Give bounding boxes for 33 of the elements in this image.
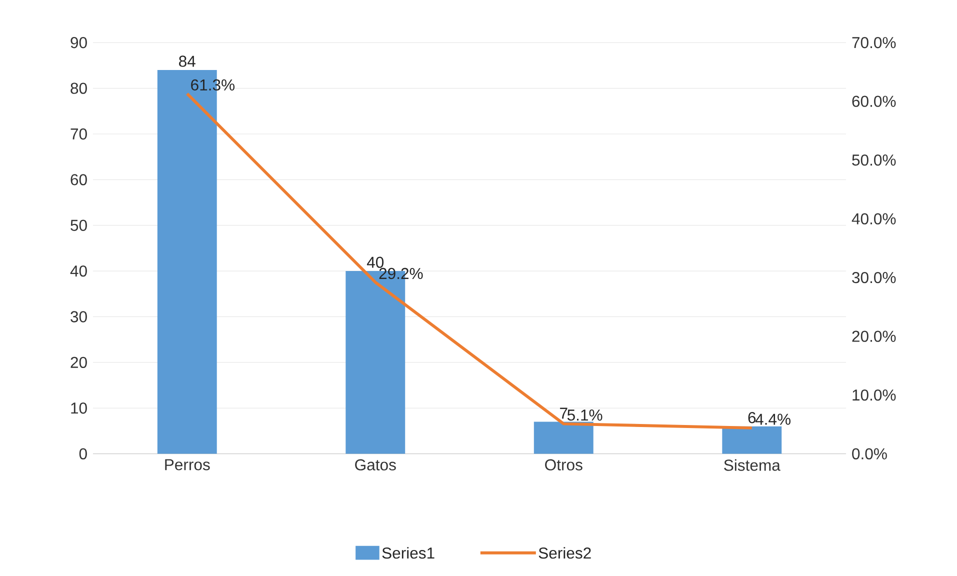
data-label: 5.1% <box>567 410 602 421</box>
legend-label: Series1 <box>382 547 434 559</box>
y2-tick-label: 50.0% <box>852 154 896 166</box>
y-tick-label: 90 <box>70 37 87 48</box>
data-label: 7 <box>560 408 568 419</box>
y-tick-label: 10 <box>71 402 87 414</box>
y2-tick-label: 10.0% <box>852 390 896 401</box>
x-tick-label: Sistema <box>724 459 780 472</box>
data-label: 84 <box>179 56 196 68</box>
data-label: 40 <box>366 256 384 268</box>
legend-label: Series2 <box>538 547 591 559</box>
data-label: 6 <box>748 412 756 424</box>
y-tick-label: 80 <box>70 82 87 94</box>
y-tick-label: 70 <box>70 128 87 140</box>
line-series <box>186 92 754 430</box>
y2-tick-label: 60.0% <box>852 96 896 108</box>
bar <box>534 422 594 454</box>
x-tick-label: Otros <box>545 459 582 471</box>
y-tick-label: 40 <box>70 266 87 277</box>
y-tick-label: 20 <box>70 357 87 368</box>
y2-tick-label: 0.0% <box>852 448 887 460</box>
y2-tick-label: 30.0% <box>852 272 896 284</box>
x-tick-label: Perros <box>165 459 210 470</box>
x-tick-label: Gatos <box>355 459 396 471</box>
bar <box>722 426 782 454</box>
y2-tick-label: 70.0% <box>852 37 896 48</box>
y-tick-label: 50 <box>70 220 87 232</box>
y2-tick-label: 40.0% <box>852 213 896 225</box>
y2-tick-label: 20.0% <box>852 330 896 342</box>
y-tick-label: 60 <box>70 174 87 186</box>
data-label: 4.4% <box>755 414 790 425</box>
y-tick-label: 30 <box>70 311 87 322</box>
y-tick-label: 0 <box>79 448 87 460</box>
